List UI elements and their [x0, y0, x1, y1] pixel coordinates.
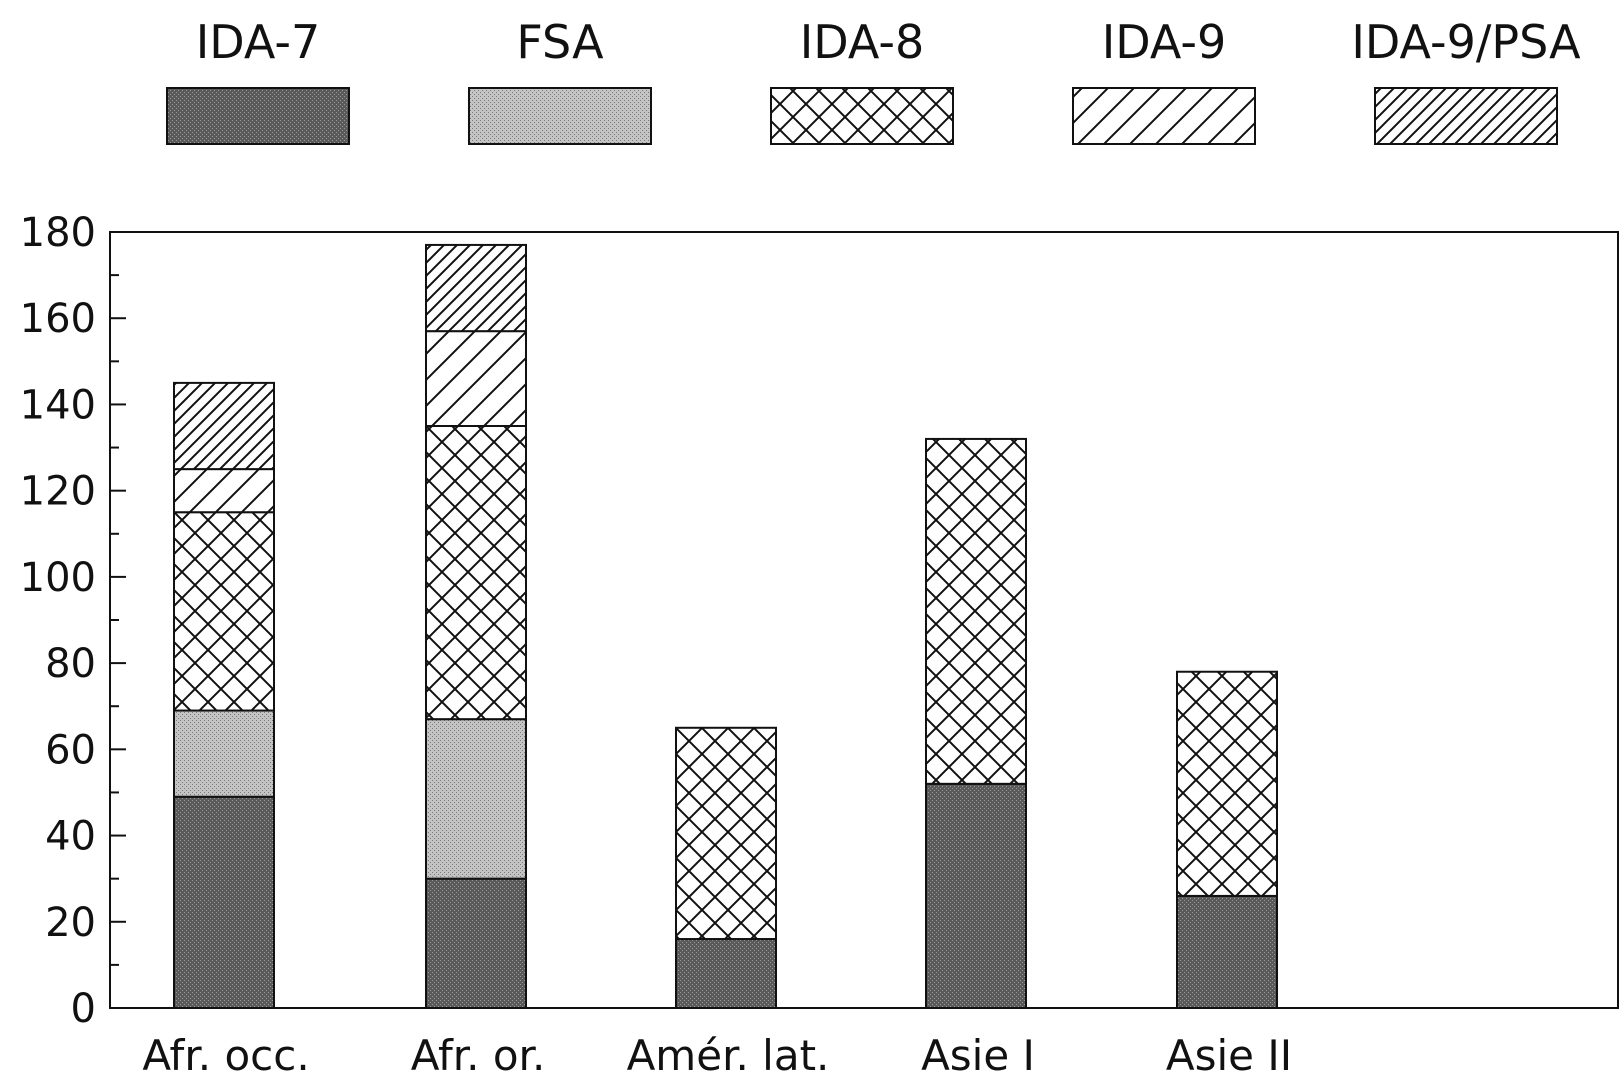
x-tick-label-afr-occ: Afr. occ. [142, 1031, 309, 1080]
legend-swatch-ida-7 [166, 87, 350, 145]
x-tick-label-amer-lat: Amér. lat. [627, 1031, 830, 1080]
bar-amer-lat-ida-8 [675, 726, 777, 941]
bar-asie-i-ida-7 [925, 782, 1027, 1009]
bar-afr-occ-ida-8 [173, 511, 275, 712]
y-tick-label-160: 160 [20, 296, 96, 342]
y-tick-label-60: 60 [45, 727, 96, 773]
legend-label-fsa: FSA [516, 15, 604, 69]
y-tick-label-40: 40 [45, 814, 96, 860]
legend-label-ida-9-psa: IDA-9/PSA [1351, 15, 1581, 69]
bars [173, 243, 1278, 1010]
legend-label-ida-8: IDA-8 [800, 15, 925, 69]
bar-amer-lat-ida-7 [675, 938, 777, 1009]
plot-frame [109, 231, 1619, 1009]
bar-afr-occ-fsa [173, 709, 275, 798]
bar-afr-or-ida-9-psa [425, 243, 527, 333]
y-tick-label-0: 0 [71, 986, 96, 1032]
x-axis: Afr. occ. Afr. or. Amér. lat. Asie I Asie II [142, 1031, 1292, 1080]
bar-afr-occ-ida-7 [173, 795, 275, 1009]
bar-afr-occ-ida-9-psa [173, 381, 275, 471]
x-tick-label-asie-i: Asie I [921, 1031, 1035, 1080]
bar-asie-ii-ida-7 [1176, 894, 1278, 1010]
bar-asie-ii-ida-8 [1176, 670, 1278, 897]
y-tick-label-180: 180 [20, 210, 96, 256]
bar-afr-occ-ida-9 [173, 468, 275, 514]
legend-swatch-fsa [468, 87, 652, 145]
y-axis: 0 20 40 60 80 100 120 140 160 180 [20, 210, 126, 1032]
bar-afr-or-ida-8 [425, 425, 527, 721]
legend-swatch-ida-9-psa [1374, 87, 1558, 145]
bar-afr-or-fsa [425, 718, 527, 880]
x-tick-label-asie-ii: Asie II [1166, 1031, 1292, 1080]
bar-afr-or-ida-9 [425, 330, 527, 427]
legend: IDA-7 FSA IDA-8 IDA-9 IDA-9/PSA [166, 15, 1581, 145]
bar-asie-i-ida-8 [925, 437, 1027, 785]
y-tick-label-140: 140 [20, 382, 96, 428]
x-tick-label-afr-or: Afr. or. [411, 1031, 546, 1080]
legend-swatch-ida-9 [1072, 87, 1256, 145]
y-tick-label-100: 100 [20, 555, 96, 601]
legend-swatch-ida-8 [770, 87, 954, 145]
bar-afr-or-ida-7 [425, 877, 527, 1010]
y-tick-label-80: 80 [45, 641, 96, 687]
legend-label-ida-9: IDA-9 [1102, 15, 1227, 69]
y-tick-label-20: 20 [45, 900, 96, 946]
y-tick-label-120: 120 [20, 469, 96, 515]
legend-label-ida-7: IDA-7 [196, 15, 321, 69]
